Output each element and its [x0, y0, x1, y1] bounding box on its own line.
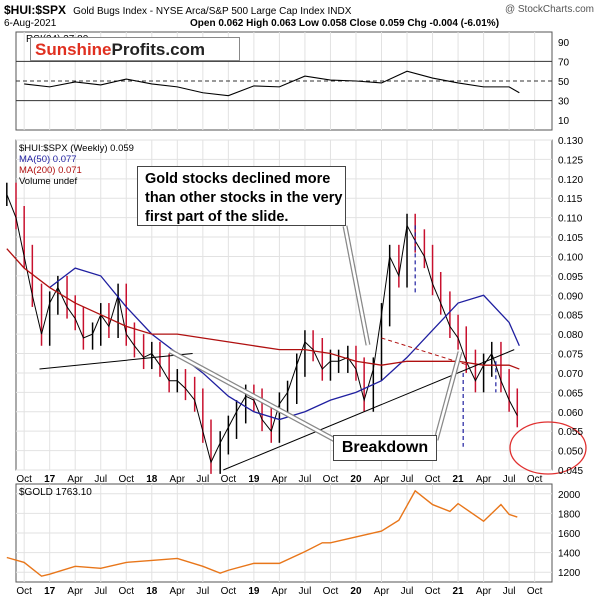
gold-y-tick: 2000 — [558, 490, 581, 501]
highlight-circle — [509, 421, 587, 475]
price-x-tick: Oct — [221, 474, 237, 485]
gold-x-tick: Apr — [170, 586, 186, 597]
rsi-y-tick: 30 — [558, 97, 570, 108]
price-y-tick: 0.080 — [558, 330, 583, 341]
price-x-tick: 19 — [248, 474, 260, 485]
price-y-tick: 0.095 — [558, 272, 583, 283]
price-y-tick: 0.085 — [558, 311, 583, 322]
trendline — [39, 353, 193, 370]
gold-x-tick: Jul — [401, 586, 414, 597]
price-legend-entry: MA(50) 0.077 — [19, 154, 77, 165]
dashed-trendline — [381, 337, 469, 366]
price-y-tick: 0.120 — [558, 175, 583, 186]
gold-legend: $GOLD 1763.10 — [19, 487, 92, 498]
price-x-tick: Jul — [401, 474, 414, 485]
brand-logo: SunshineProfits.com — [30, 37, 240, 61]
gold-x-tick: Jul — [503, 586, 516, 597]
price-x-tick: 21 — [453, 474, 465, 485]
callout-pointer-decline-inner — [343, 225, 370, 346]
price-x-tick: Oct — [118, 474, 134, 485]
price-x-tick: Oct — [527, 474, 543, 485]
price-x-tick: 18 — [146, 474, 158, 485]
trendline — [223, 349, 515, 471]
brand-part1: Sunshine — [35, 40, 112, 59]
gold-x-tick: Oct — [425, 586, 441, 597]
gold-x-tick: 21 — [453, 586, 465, 597]
price-x-tick: Oct — [425, 474, 441, 485]
rsi-line — [24, 70, 520, 97]
gold-x-tick: Oct — [221, 586, 237, 597]
price-x-tick: Apr — [170, 474, 186, 485]
price-x-tick: Oct — [323, 474, 339, 485]
price-line — [6, 194, 518, 464]
price-y-tick: 0.070 — [558, 369, 583, 380]
gold-x-tick: 20 — [350, 586, 362, 597]
gold-x-tick: Oct — [118, 586, 134, 597]
annotation-box-breakdown: Breakdown — [333, 435, 437, 461]
price-y-tick: 0.090 — [558, 291, 583, 302]
gold-x-tick: Oct — [323, 586, 339, 597]
price-y-tick: 0.060 — [558, 408, 583, 419]
price-x-tick: Apr — [67, 474, 83, 485]
callout-pointer-breakdown-a-inner — [169, 349, 336, 442]
gold-x-tick: Oct — [527, 586, 543, 597]
symbol-text: $HUI:$SPX — [4, 3, 67, 17]
price-x-tick: Apr — [272, 474, 288, 485]
price-y-tick: 0.075 — [558, 350, 583, 361]
price-x-tick: Apr — [374, 474, 390, 485]
gold-x-tick: 19 — [248, 586, 260, 597]
price-y-tick: 0.055 — [558, 427, 583, 438]
price-y-tick: 0.105 — [558, 233, 583, 244]
gold-x-tick: Oct — [16, 586, 32, 597]
gold-x-tick: Apr — [67, 586, 83, 597]
rsi-y-tick: 50 — [558, 77, 570, 88]
symbol-description: Gold Bugs Index - NYSE Arca/S&P 500 Larg… — [73, 6, 352, 17]
chart-date: 6-Aug-2021 — [4, 18, 57, 29]
price-x-tick: Jul — [299, 474, 312, 485]
gold-y-tick: 1800 — [558, 509, 581, 520]
gold-x-tick: Apr — [476, 586, 492, 597]
rsi-y-tick: 90 — [558, 38, 570, 49]
gold-x-tick: Apr — [374, 586, 390, 597]
price-y-tick: 0.115 — [558, 194, 583, 205]
gold-x-tick: 18 — [146, 586, 158, 597]
price-x-tick: Oct — [16, 474, 32, 485]
gold-y-tick: 1200 — [558, 568, 581, 579]
gold-x-tick: Apr — [272, 586, 288, 597]
price-y-tick: 0.130 — [558, 136, 583, 147]
price-x-tick: 17 — [44, 474, 56, 485]
gold-y-tick: 1400 — [558, 549, 581, 560]
price-legend-entry: Volume undef — [19, 176, 77, 187]
price-x-tick: Jul — [503, 474, 516, 485]
price-y-tick: 0.100 — [558, 252, 583, 263]
rsi-y-tick: 10 — [558, 116, 570, 127]
gold-x-tick: Jul — [299, 586, 312, 597]
price-y-tick: 0.050 — [558, 447, 583, 458]
rsi-y-tick: 70 — [558, 57, 570, 68]
price-x-tick: Apr — [476, 474, 492, 485]
callout-pointer-breakdown-b-inner — [434, 351, 462, 441]
price-y-tick: 0.110 — [558, 214, 583, 225]
price-y-tick: 0.065 — [558, 388, 583, 399]
price-x-tick: Jul — [94, 474, 107, 485]
gold-x-tick: 17 — [44, 586, 56, 597]
gold-line — [6, 489, 518, 577]
ma200-line — [6, 248, 520, 370]
ohlc-readout: Open 0.062 High 0.063 Low 0.058 Close 0.… — [190, 18, 500, 29]
gold-y-tick: 1600 — [558, 529, 581, 540]
price-x-tick: Jul — [196, 474, 209, 485]
price-y-tick: 0.045 — [558, 466, 583, 477]
price-x-tick: 20 — [350, 474, 362, 485]
gold-x-tick: Jul — [196, 586, 209, 597]
price-legend-entry: MA(200) 0.071 — [19, 165, 82, 176]
price-legend-entry: $HUI:$SPX (Weekly) 0.059 — [19, 143, 134, 154]
watermark: @ StockCharts.com — [504, 4, 594, 15]
brand-part2: Profits.com — [111, 40, 206, 59]
chart-symbol: $HUI:$SPX Gold Bugs Index - NYSE Arca/S&… — [4, 3, 351, 17]
annotation-box-decline: Gold stocks declined more than other sto… — [137, 166, 346, 226]
gold-x-tick: Jul — [94, 586, 107, 597]
price-y-tick: 0.125 — [558, 155, 583, 166]
